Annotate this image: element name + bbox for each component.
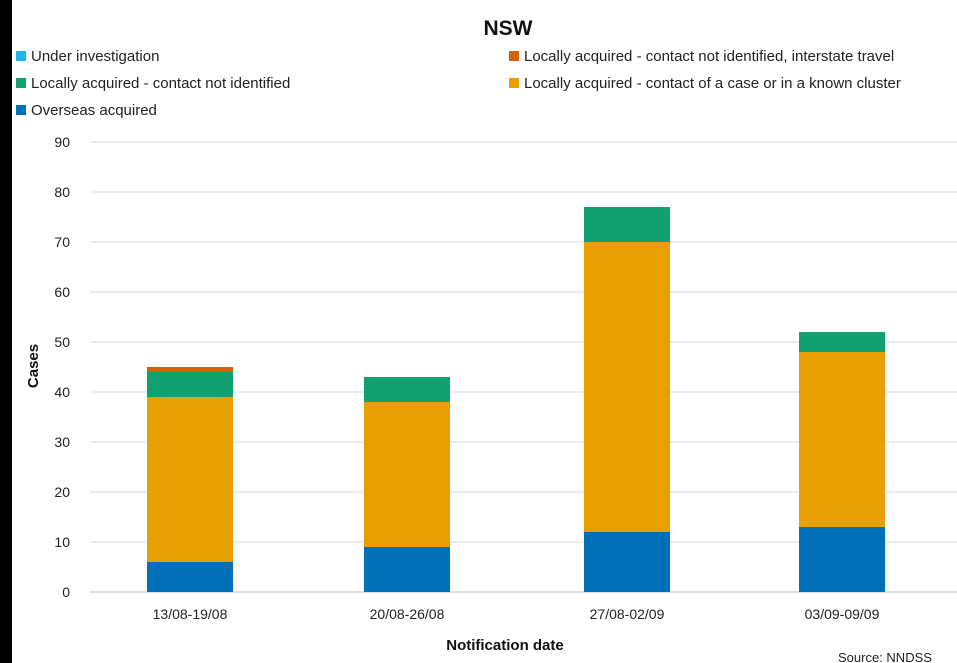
legend-label: Locally acquired - contact not identifie… [31, 75, 290, 92]
legend-swatch [16, 51, 26, 61]
legend-label: Locally acquired - contact of a case or … [524, 75, 901, 92]
bar-segment [147, 397, 233, 562]
bar-segment [799, 352, 885, 527]
legend-swatch [509, 78, 519, 88]
y-tick-label: 40 [54, 384, 70, 400]
legend-label: Locally acquired - contact not identifie… [524, 48, 894, 65]
gridlines [90, 141, 957, 593]
y-tick-label: 50 [54, 334, 70, 350]
source-note: Source: NNDSS [838, 650, 932, 663]
bar-segment [584, 532, 670, 592]
y-tick-label: 70 [54, 234, 70, 250]
y-tick-label: 60 [54, 284, 70, 300]
y-tick-label: 20 [54, 484, 70, 500]
legend-swatch [16, 78, 26, 88]
bar-segment [147, 367, 233, 372]
bar-segment [364, 547, 450, 592]
y-axis-title: Cases [25, 344, 42, 388]
legend: Under investigation Locally acquired - co… [16, 48, 901, 119]
legend-label: Overseas acquired [31, 102, 157, 119]
x-axis-title: Notification date [446, 637, 564, 654]
y-tick-label: 80 [54, 184, 70, 200]
y-tick-label: 90 [54, 134, 70, 150]
x-axis-ticks: 13/08-19/08 20/08-26/08 27/08-02/09 03/09-0… [153, 606, 880, 622]
x-tick-label: 03/09-09/09 [805, 606, 880, 622]
x-tick-label: 20/08-26/08 [370, 606, 445, 622]
bar-segment [364, 402, 450, 547]
bar-segment [147, 562, 233, 592]
bars [147, 207, 885, 592]
chart-canvas: NSW Under investigation Locally acquired … [12, 0, 957, 663]
chart-title: NSW [484, 17, 533, 40]
bar-segment [147, 372, 233, 397]
y-axis-ticks: 0 10 20 30 40 50 60 70 80 90 [54, 134, 70, 600]
bar-segment [364, 377, 450, 402]
legend-label: Under investigation [31, 48, 159, 65]
y-tick-label: 0 [62, 584, 70, 600]
bar-segment [584, 207, 670, 242]
bar-segment [799, 332, 885, 352]
x-tick-label: 27/08-02/09 [590, 606, 665, 622]
legend-swatch [16, 105, 26, 115]
bar-segment [799, 527, 885, 592]
y-tick-label: 10 [54, 534, 70, 550]
x-tick-label: 13/08-19/08 [153, 606, 228, 622]
bar-segment [584, 242, 670, 532]
legend-swatch [509, 51, 519, 61]
y-tick-label: 30 [54, 434, 70, 450]
stacked-bar-chart: NSW Under investigation Locally acquired … [16, 17, 957, 663]
